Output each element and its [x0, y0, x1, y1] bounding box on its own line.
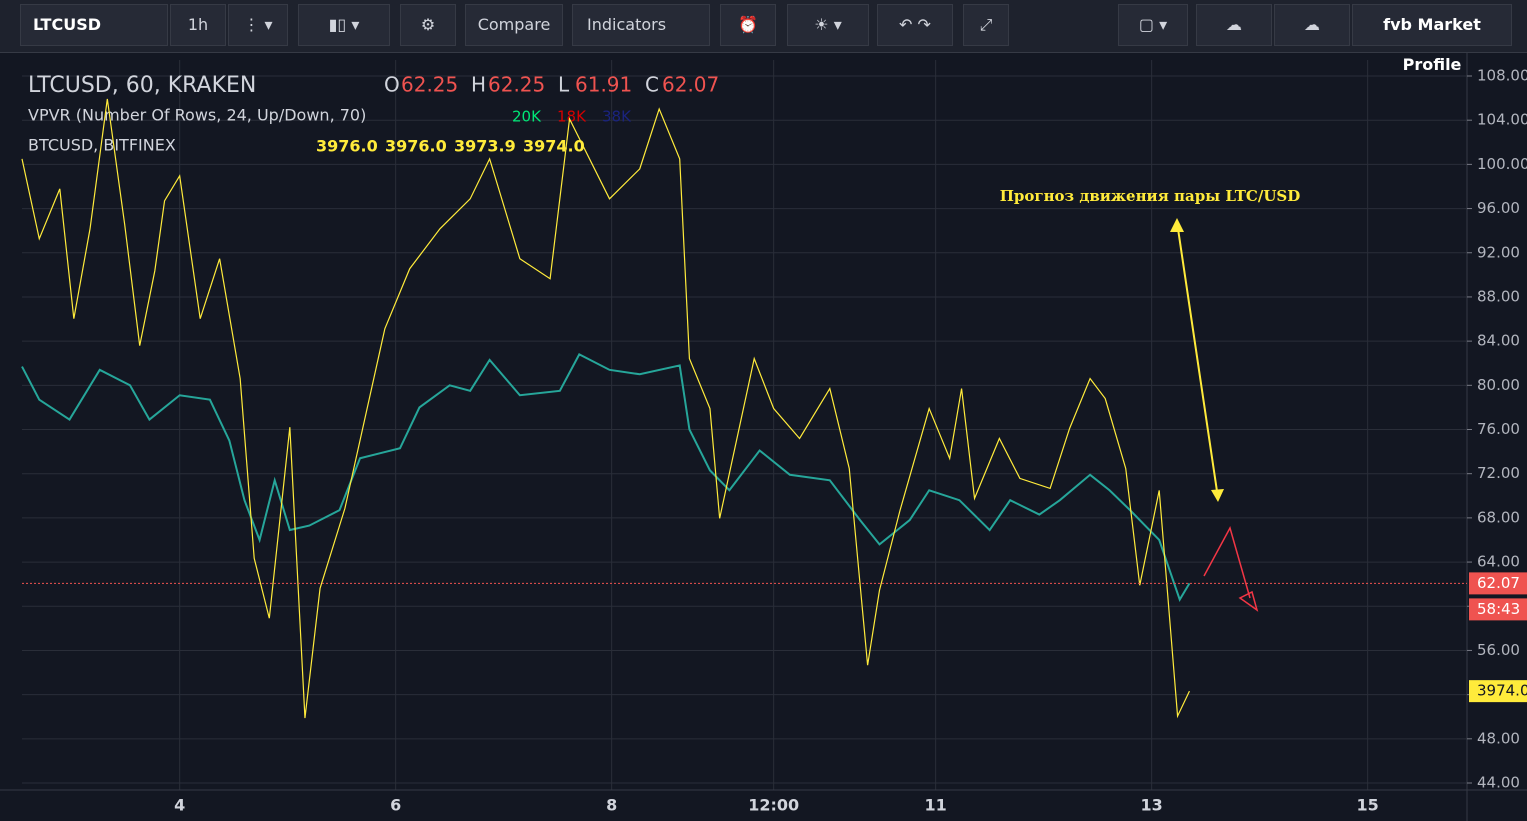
x-tick-label: 6 [390, 796, 401, 815]
y-tick-label: 108.00 [1477, 67, 1527, 85]
undo-redo[interactable]: ↶ ↷ [877, 4, 953, 46]
annotation: Прогноз движения пары LTC/USD [1000, 187, 1301, 205]
grid [22, 60, 1467, 790]
last-price-label: 62.07 [1477, 574, 1520, 592]
y-tick-label: 84.00 [1477, 332, 1520, 350]
y-tick-label: 64.00 [1477, 553, 1520, 571]
btc-legend: BTCUSD, BITFINEX [28, 136, 176, 155]
y-tick-label: 56.00 [1477, 641, 1520, 659]
y-tick-label: 88.00 [1477, 287, 1520, 305]
load-button[interactable]: ☁ [1196, 4, 1272, 46]
chart-style[interactable]: ▮▯ ▾ [298, 4, 390, 46]
ideas-button[interactable]: ☀ ▾ [787, 4, 869, 46]
ohlc-value: 61.91 [575, 73, 632, 97]
settings-button[interactable]: ⚙ [400, 4, 456, 46]
y-tick-label: 68.00 [1477, 508, 1520, 526]
btc-price-box [1469, 680, 1527, 703]
y-tick-label: 48.00 [1477, 729, 1520, 747]
vpvr-value: 18K [557, 108, 587, 126]
toolbar: LTCUSD 1h ⋮ ▾ ▮▯ ▾ ⚙ Compare Indicators … [0, 0, 1527, 74]
ohlc-key: O [384, 73, 400, 97]
ohlc-key: C [645, 73, 659, 97]
y-tick-label: 92.00 [1477, 243, 1520, 261]
y-tick-label: 76.00 [1477, 420, 1520, 438]
vpvr-value: 20K [512, 108, 542, 126]
series-line [21, 98, 1190, 719]
x-tick-label: 11 [925, 796, 947, 815]
btc-value: 3976.0 [385, 137, 447, 156]
x-tick-label: 13 [1141, 796, 1163, 815]
x-tick-label: 15 [1357, 796, 1379, 815]
x-tick-label: 4 [174, 796, 185, 815]
profile-button[interactable]: fvb Market Profile [1352, 4, 1512, 74]
vpvr-label: VPVR (Number Of Rows, 24, Up/Down, 70) [28, 106, 366, 125]
interval-menu[interactable]: ⋮ ▾ [228, 4, 288, 46]
ohlc-key: L [558, 73, 570, 97]
fullscreen-button[interactable]: ⤢ [963, 4, 1009, 46]
y-tick-label: 60.00 [1477, 597, 1520, 615]
save-button[interactable]: ☁ [1274, 4, 1350, 46]
ohlc-key: H [471, 73, 486, 97]
legend-symbol: LTCUSD, 60, KRAKEN [28, 73, 256, 98]
btc-value: 3974.0 [523, 137, 585, 156]
y-tick-label: 100.00 [1477, 155, 1527, 173]
alert-button[interactable]: ⏰ [720, 4, 776, 46]
y-tick-label: 44.00 [1477, 774, 1520, 792]
y-tick-label: 96.00 [1477, 199, 1520, 217]
btc-value: 3976.0 [316, 137, 378, 156]
btc-value: 3973.9 [454, 137, 516, 156]
vpvr-value: 38K [602, 108, 632, 126]
compare-button[interactable]: Compare [465, 4, 563, 46]
indicators-button[interactable]: Indicators [572, 4, 710, 46]
x-tick-label: 8 [606, 796, 617, 815]
layout-button[interactable]: ▢ ▾ [1118, 4, 1188, 46]
x-tick-label: 12:00 [748, 796, 799, 815]
y-tick-label: 52.00 [1477, 685, 1520, 703]
y-tick-label: 72.00 [1477, 464, 1520, 482]
symbol-button[interactable]: LTCUSD [20, 4, 168, 46]
btc-price-label: 3974.0 [1477, 682, 1527, 700]
ohlc-value: 62.07 [662, 73, 719, 97]
interval-button[interactable]: 1h [170, 4, 226, 46]
forecast-arrows [1170, 218, 1259, 612]
y-tick-label: 80.00 [1477, 376, 1520, 394]
last-price-box [1469, 572, 1527, 595]
series-line [21, 353, 1191, 602]
ohlc-value: 62.25 [401, 73, 458, 97]
countdown-label: 58:43 [1477, 600, 1520, 618]
countdown-box [1469, 598, 1527, 621]
ohlc-value: 62.25 [488, 73, 545, 97]
y-tick-label: 104.00 [1477, 111, 1527, 129]
